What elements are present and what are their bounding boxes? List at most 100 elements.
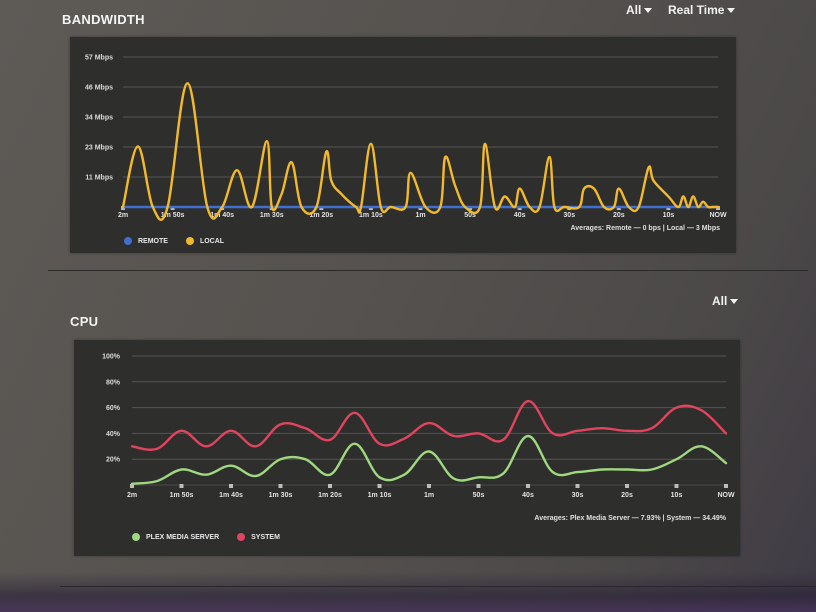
cpu-point-plex-media-server <box>552 471 554 473</box>
bandwidth-point-local <box>692 195 694 198</box>
bandwidth-point-local <box>548 156 551 158</box>
bandwidth-point-local <box>628 206 630 208</box>
cpu-point-system <box>378 443 381 445</box>
cpu-chart: 20% 40% 60% 80% 100% 2m 1m 50s 1m 40s 1m 30s 1m 2… <box>102 354 735 500</box>
legend-item-plex-media-server[interactable]: PLEX MEDIA SERVER <box>132 533 219 541</box>
bandwidth-point-local <box>300 206 303 208</box>
bandwidth-filter-dropdown[interactable]: All <box>626 3 653 17</box>
cpu-x-tick-marker <box>575 484 580 488</box>
cpu-point-plex-media-server <box>255 475 257 477</box>
bandwidth-title: BANDWIDTH <box>62 12 145 27</box>
cpu-point-plex-media-server <box>180 468 183 471</box>
cpu-y-tick-label: 20% <box>106 457 121 464</box>
cpu-x-tick-marker <box>278 484 283 488</box>
bandwidth-point-local <box>464 206 466 208</box>
plex-legend-dot <box>132 533 140 541</box>
cpu-point-plex-media-server <box>304 458 306 460</box>
cpu-point-plex-media-server <box>230 465 232 467</box>
cpu-point-plex-media-server <box>527 435 529 437</box>
bandwidth-x-tick-label: 50s <box>464 212 476 219</box>
bandwidth-point-local <box>494 206 496 208</box>
bandwidth-point-local <box>370 143 372 145</box>
bandwidth-point-local <box>479 206 481 208</box>
cpu-x-tick-marker <box>179 484 184 488</box>
cpu-x-tick-marker <box>625 484 629 488</box>
bandwidth-point-local <box>315 206 317 208</box>
cpu-point-system <box>403 437 405 440</box>
bandwidth-point-local <box>553 206 555 208</box>
bandwidth-point-local <box>593 187 595 190</box>
bandwidth-range-label: Real Time <box>668 3 725 17</box>
legend-item-system[interactable]: SYSTEM <box>237 533 280 541</box>
legend-item-local[interactable]: LOCAL <box>185 237 224 245</box>
bandwidth-y-tick-label: 11 Mbps <box>85 175 113 182</box>
section-divider <box>48 270 808 271</box>
legend-item-remote[interactable]: REMOTE <box>124 237 168 245</box>
cpu-x-tick-marker <box>476 484 481 488</box>
legend-label-system: SYSTEM <box>251 533 280 541</box>
cpu-x-tick-marker <box>724 484 728 488</box>
cpu-y-tick-label: 60% <box>106 405 121 412</box>
bandwidth-point-local <box>290 161 293 163</box>
legend-label-remote: REMOTE <box>138 237 168 245</box>
cpu-x-tick-label: 1m 50s <box>170 492 194 499</box>
remote-legend-dot <box>124 237 132 245</box>
bandwidth-point-local <box>251 206 253 208</box>
cpu-series-line-system <box>130 399 728 451</box>
bandwidth-point-local <box>519 187 521 190</box>
cpu-point-system <box>651 427 653 429</box>
bandwidth-point-local <box>618 187 620 190</box>
cpu-point-plex-media-server <box>601 468 603 471</box>
cpu-point-system <box>255 445 257 447</box>
screen-bottom-edge <box>0 572 816 612</box>
cpu-x-tick-marker <box>328 484 332 488</box>
cpu-point-system <box>626 430 628 432</box>
cpu-point-plex-media-server <box>651 468 653 471</box>
bandwidth-point-local <box>137 145 139 148</box>
cpu-point-plex-media-server <box>576 471 579 473</box>
cpu-point-system <box>601 427 603 429</box>
bandwidth-point-local <box>514 206 516 208</box>
bandwidth-point-local <box>707 206 709 208</box>
bandwidth-y-tick-label: 57 Mbps <box>85 55 113 62</box>
bandwidth-point-local <box>271 206 273 208</box>
bandwidth-averages: Averages: Remote — 0 bps | Local — 3 Mbp… <box>570 225 720 232</box>
cpu-point-plex-media-server <box>477 476 480 478</box>
cpu-point-system <box>675 407 678 409</box>
bandwidth-point-local <box>638 206 640 208</box>
bandwidth-x-tick-label: 20s <box>613 212 625 219</box>
chevron-down-icon <box>644 8 653 13</box>
cpu-legend: PLEX MEDIA SERVER SYSTEM <box>132 533 280 541</box>
bandwidth-point-local <box>578 206 580 208</box>
cpu-filter-label: All <box>712 294 728 308</box>
cpu-y-tick-label: 40% <box>106 431 121 438</box>
bandwidth-point-local <box>424 206 427 208</box>
cpu-point-system <box>428 422 430 424</box>
cpu-point-plex-media-server <box>700 445 702 447</box>
cpu-point-system <box>156 448 158 450</box>
cpu-x-tick-label: 10s <box>671 492 683 499</box>
bandwidth-x-tick-label: 1m 30s <box>260 212 284 219</box>
bandwidth-point-local <box>712 206 714 208</box>
bandwidth-legend: REMOTE LOCAL <box>124 237 224 245</box>
cpu-filter-dropdown[interactable]: All <box>712 294 739 308</box>
bandwidth-point-local <box>186 82 189 84</box>
bandwidth-x-tick-label: NOW <box>709 212 727 219</box>
bandwidth-point-local <box>652 180 655 182</box>
bandwidth-point-local <box>390 206 392 208</box>
cpu-point-system <box>453 435 455 437</box>
cpu-x-tick-marker <box>427 484 431 488</box>
bandwidth-point-local <box>152 206 154 208</box>
cpu-point-system <box>527 400 529 402</box>
bandwidth-point-local <box>702 201 704 203</box>
cpu-averages: Averages: Plex Media Server — 7.93% | Sy… <box>534 515 726 522</box>
bandwidth-y-tick-label: 23 Mbps <box>85 145 113 152</box>
local-legend-dot <box>185 237 194 245</box>
cpu-point-plex-media-server <box>131 483 133 485</box>
bandwidth-range-dropdown[interactable]: Real Time <box>668 3 736 17</box>
cpu-point-system <box>576 430 579 432</box>
bandwidth-point-local <box>583 187 585 190</box>
bandwidth-x-tick-label: 1m 10s <box>359 212 383 219</box>
cpu-x-tick-label: 1m 20s <box>318 492 342 499</box>
bandwidth-point-local <box>360 206 362 208</box>
